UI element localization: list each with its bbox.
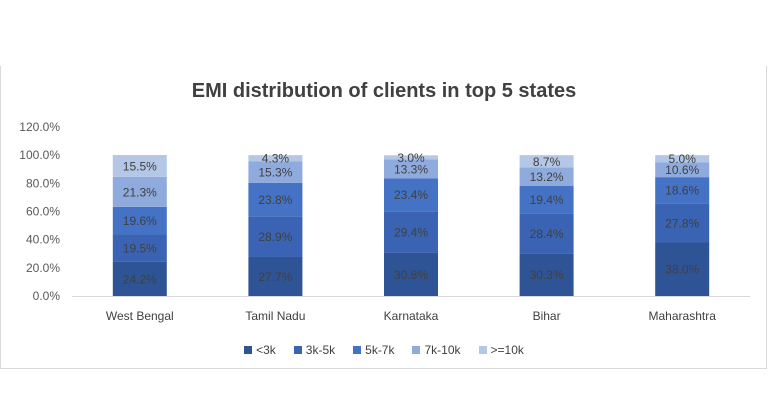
y-tick-label: 60.0% <box>26 205 60 219</box>
data-label: 21.3% <box>123 185 157 199</box>
chart-legend: <3k 3k-5k 5k-7k 7k-10k >=10k <box>0 343 768 357</box>
bar-segment <box>384 252 438 296</box>
data-label: 23.8% <box>258 193 292 207</box>
legend-label: 5k-7k <box>365 343 395 357</box>
legend-label: >=10k <box>490 343 524 357</box>
bar-segment <box>248 161 303 183</box>
bar-segment <box>519 186 574 214</box>
bar-segment <box>655 162 710 178</box>
legend-item: 5k-7k <box>353 343 394 357</box>
bar-segment <box>655 242 710 296</box>
data-label: 27.8% <box>665 216 699 230</box>
legend-label: 3k-5k <box>305 343 336 357</box>
legend-item: 3k-5k <box>293 343 336 357</box>
bar-segment <box>384 159 438 179</box>
data-label: 19.4% <box>530 193 564 207</box>
y-tick-label: 80.0% <box>26 176 60 190</box>
legend-item: <3k <box>244 343 276 357</box>
bar-segment <box>248 182 303 217</box>
legend-item: 7k-10k <box>412 343 461 357</box>
data-label: 29.4% <box>394 225 428 239</box>
bar-segment <box>248 216 303 257</box>
data-label: 4.3% <box>262 152 290 166</box>
data-label: 18.6% <box>665 184 699 198</box>
data-label: 5.0% <box>669 152 697 166</box>
data-label: 8.7% <box>533 155 561 169</box>
data-label: 13.2% <box>530 170 564 184</box>
bar-segment <box>384 178 438 212</box>
data-label: 19.6% <box>123 214 157 228</box>
data-label: 3.0% <box>397 151 425 165</box>
legend-swatch <box>293 346 302 354</box>
bar-segment <box>248 155 303 162</box>
legend-label: 7k-10k <box>424 343 461 357</box>
bar-segment <box>112 206 167 235</box>
x-tick-label: Bihar <box>533 309 561 323</box>
bar-segment <box>384 211 438 253</box>
bar-segment <box>112 176 167 207</box>
bar-segment <box>248 256 303 296</box>
x-tick-label: Karnataka <box>384 309 439 323</box>
data-label: 28.4% <box>530 227 564 241</box>
bar-segment <box>655 177 710 204</box>
legend-item: >=10k <box>478 343 524 357</box>
bar-segment <box>519 167 574 187</box>
data-label: 27.7% <box>258 270 292 284</box>
bar-segment <box>112 155 167 177</box>
x-tick-label: Maharashtra <box>649 309 717 323</box>
y-tick-label: 0.0% <box>33 289 61 303</box>
legend-swatch <box>412 346 421 354</box>
data-label: 30.3% <box>530 268 564 282</box>
data-label: 30.8% <box>394 268 428 282</box>
data-label: 13.3% <box>394 162 428 176</box>
y-tick-label: 20.0% <box>26 261 60 275</box>
bar-segment <box>112 234 167 262</box>
data-label: 15.3% <box>258 165 292 179</box>
bar-segment <box>112 261 167 296</box>
bar-segment <box>655 203 710 243</box>
x-tick-label: West Bengal <box>106 309 174 323</box>
data-label: 23.4% <box>394 188 428 202</box>
bar-segment <box>655 155 710 163</box>
bar-segment <box>519 213 574 254</box>
legend-swatch <box>478 346 487 354</box>
data-label: 28.9% <box>258 230 292 244</box>
y-tick-label: 120.0% <box>19 120 60 134</box>
legend-label: <3k <box>256 343 276 357</box>
legend-swatch <box>353 346 362 354</box>
data-label: 19.5% <box>123 242 157 256</box>
bar-segment <box>519 155 574 168</box>
data-label: 10.6% <box>665 163 699 177</box>
data-label: 38.0% <box>665 263 699 277</box>
bar-segment <box>384 155 438 160</box>
legend-swatch <box>244 346 253 354</box>
x-tick-label: Tamil Nadu <box>245 309 305 323</box>
data-label: 15.5% <box>123 159 157 173</box>
y-tick-label: 40.0% <box>26 233 60 247</box>
chart-title: EMI distribution of clients in top 5 sta… <box>191 80 577 102</box>
y-tick-label: 100.0% <box>19 148 60 162</box>
bar-segment <box>519 253 574 296</box>
data-label: 24.2% <box>123 272 157 286</box>
